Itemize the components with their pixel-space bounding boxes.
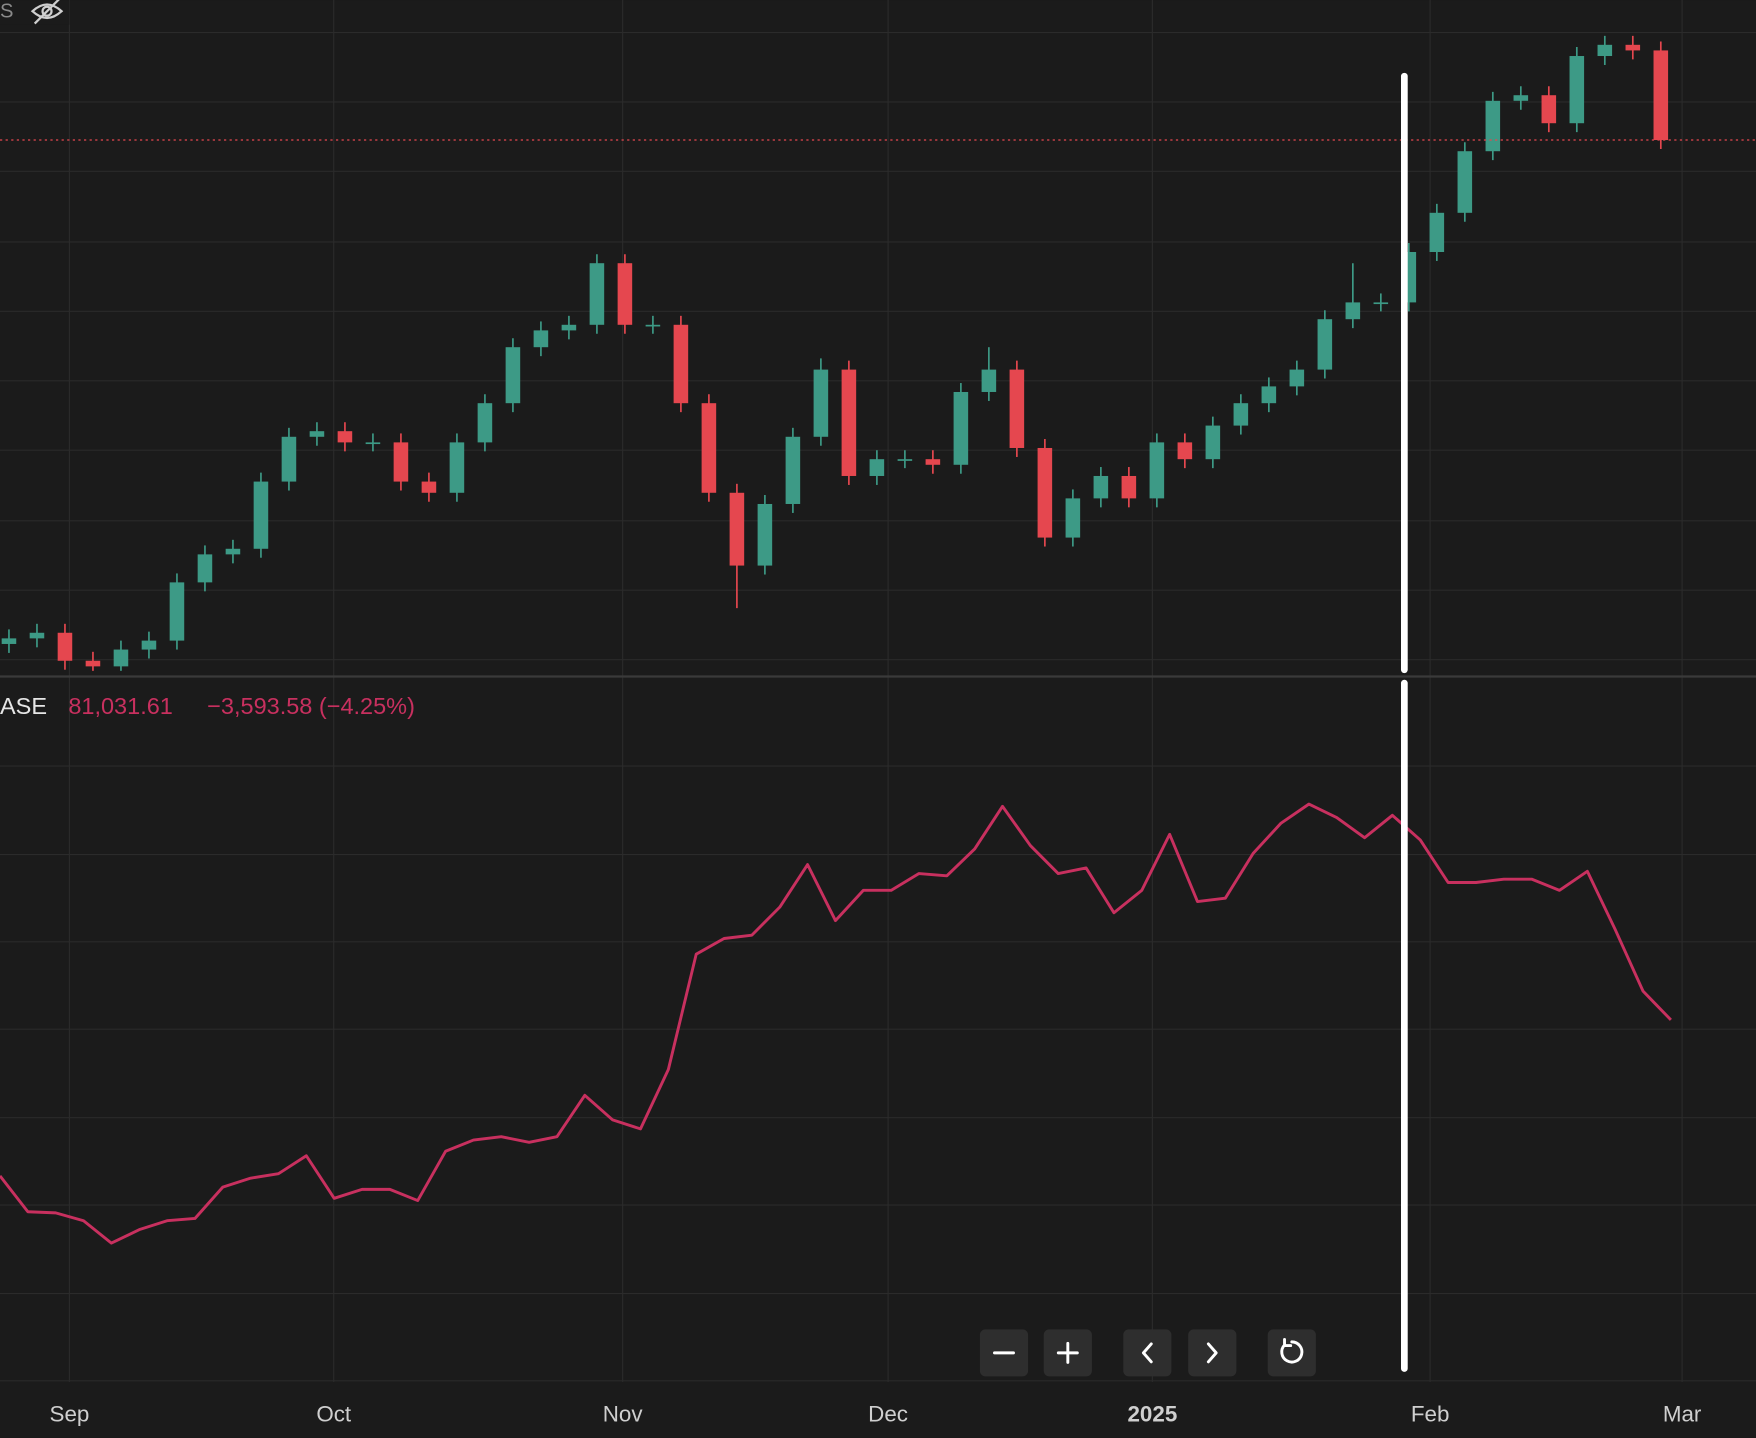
candle-body [29,632,45,639]
candle-body [421,481,437,493]
candle-body [57,632,73,661]
candle-body [309,431,325,437]
candle-body [337,431,353,443]
candle-body [197,554,213,583]
time-label: Dec [868,1401,908,1426]
line-pane [0,802,1672,1245]
candle-body [757,503,773,566]
candle-body [869,459,885,476]
candle-body [953,391,969,465]
eye-pupil [41,5,53,17]
candle-body [393,442,409,482]
candle-body [1065,498,1081,538]
candle-body [589,263,605,325]
candle-body [841,369,857,476]
candle-body [1233,403,1249,426]
time-label: Oct [316,1401,352,1426]
scroll-left-button[interactable] [1123,1329,1172,1377]
series-name: ASE [0,693,47,719]
candle-body [1457,151,1473,213]
candle-body [785,436,801,504]
eye-slash [33,0,60,25]
line-series [0,802,1672,1245]
candles [0,35,1756,671]
reset-button[interactable] [1267,1329,1316,1377]
time-axis: Sep Oct Nov Dec 2025 Feb Mar [50,1401,1702,1426]
candle-body [1569,56,1585,124]
candle-body [1625,44,1641,51]
candle-body [1429,212,1445,253]
candle-body [1289,369,1305,387]
candle-body [1177,442,1193,460]
candle-body [729,492,745,566]
candle-body [1121,475,1137,499]
symbol-fragment: S [0,1,13,23]
candle-body [1373,302,1389,305]
candle-body [477,403,493,443]
candle-body [113,649,129,667]
candle-body [813,369,829,437]
candle-body [225,548,241,555]
candle-body [253,481,269,549]
time-label: Mar [1663,1401,1702,1426]
zoom-out-button[interactable] [979,1329,1029,1377]
hide-toggle[interactable] [30,0,64,25]
candle-body [449,442,465,493]
candle-body [1345,302,1361,320]
candle-body [1009,369,1025,448]
zoom-in-button[interactable] [1043,1329,1092,1377]
candle-body [897,459,913,461]
candle-body [505,347,521,404]
candle-body [365,442,381,445]
legend-last: 81,031.61 [68,693,173,719]
candle-body [1,638,17,644]
candle-body [1317,319,1333,370]
legend-change: −3,593.58 (−4.25%) [207,693,415,719]
candle-body [1093,475,1109,499]
candle-body [169,582,185,641]
candle-body [85,660,101,667]
time-label: Sep [50,1401,90,1426]
candle-body [141,640,157,650]
candle-body [1485,100,1501,152]
time-label: Nov [603,1401,644,1426]
candle-body [1149,442,1165,499]
candle-body [645,324,661,327]
time-label: Feb [1411,1401,1450,1426]
candle-body [673,324,689,404]
candle-body [925,459,941,465]
candle-body [561,324,577,331]
candle-body [1205,425,1221,460]
candle-body [1261,386,1277,404]
scroll-right-button[interactable] [1188,1329,1237,1377]
candle-body [701,403,717,493]
candle-body [981,369,997,392]
candle-body [1513,95,1529,101]
grid [0,0,1756,1382]
candle-body [1541,95,1557,124]
candle-body [1597,44,1613,57]
time-label: 2025 [1127,1401,1177,1426]
candle-body [281,436,297,482]
candle-body [617,263,633,325]
candle-body [1037,447,1053,538]
candle-body [1653,50,1669,141]
candle-body [533,330,549,348]
